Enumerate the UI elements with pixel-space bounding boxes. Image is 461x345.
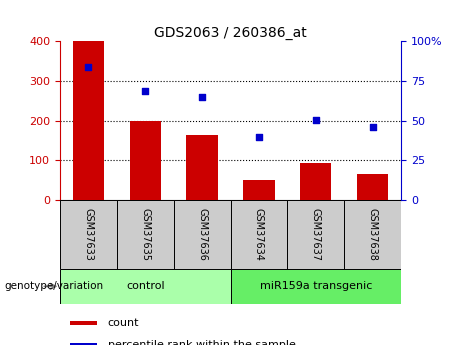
Point	[142, 88, 149, 94]
Bar	[73, 41, 104, 200]
FancyBboxPatch shape	[60, 269, 230, 304]
FancyBboxPatch shape	[344, 200, 401, 269]
Point	[255, 134, 263, 139]
Text: GSM37638: GSM37638	[367, 208, 378, 261]
Text: genotype/variation: genotype/variation	[5, 282, 104, 291]
Text: miR159a transgenic: miR159a transgenic	[260, 282, 372, 291]
Text: control: control	[126, 282, 165, 291]
FancyBboxPatch shape	[70, 343, 97, 345]
Bar	[186, 135, 218, 200]
Text: count: count	[108, 318, 139, 328]
Point	[369, 125, 376, 130]
Text: GSM37634: GSM37634	[254, 208, 264, 261]
FancyBboxPatch shape	[70, 321, 97, 325]
Bar	[300, 163, 331, 200]
FancyBboxPatch shape	[230, 269, 401, 304]
FancyBboxPatch shape	[117, 200, 174, 269]
Point	[312, 117, 319, 122]
Bar	[130, 121, 161, 200]
FancyBboxPatch shape	[230, 200, 287, 269]
Text: GSM37633: GSM37633	[83, 208, 94, 261]
FancyBboxPatch shape	[174, 200, 230, 269]
Point	[85, 65, 92, 70]
Bar	[243, 180, 275, 200]
FancyBboxPatch shape	[287, 200, 344, 269]
Title: GDS2063 / 260386_at: GDS2063 / 260386_at	[154, 26, 307, 40]
Text: GSM37635: GSM37635	[140, 208, 150, 261]
Text: GSM37636: GSM37636	[197, 208, 207, 261]
Text: percentile rank within the sample: percentile rank within the sample	[108, 340, 296, 345]
FancyBboxPatch shape	[60, 200, 117, 269]
Text: GSM37637: GSM37637	[311, 208, 321, 261]
Bar	[357, 174, 388, 200]
Point	[198, 94, 206, 100]
